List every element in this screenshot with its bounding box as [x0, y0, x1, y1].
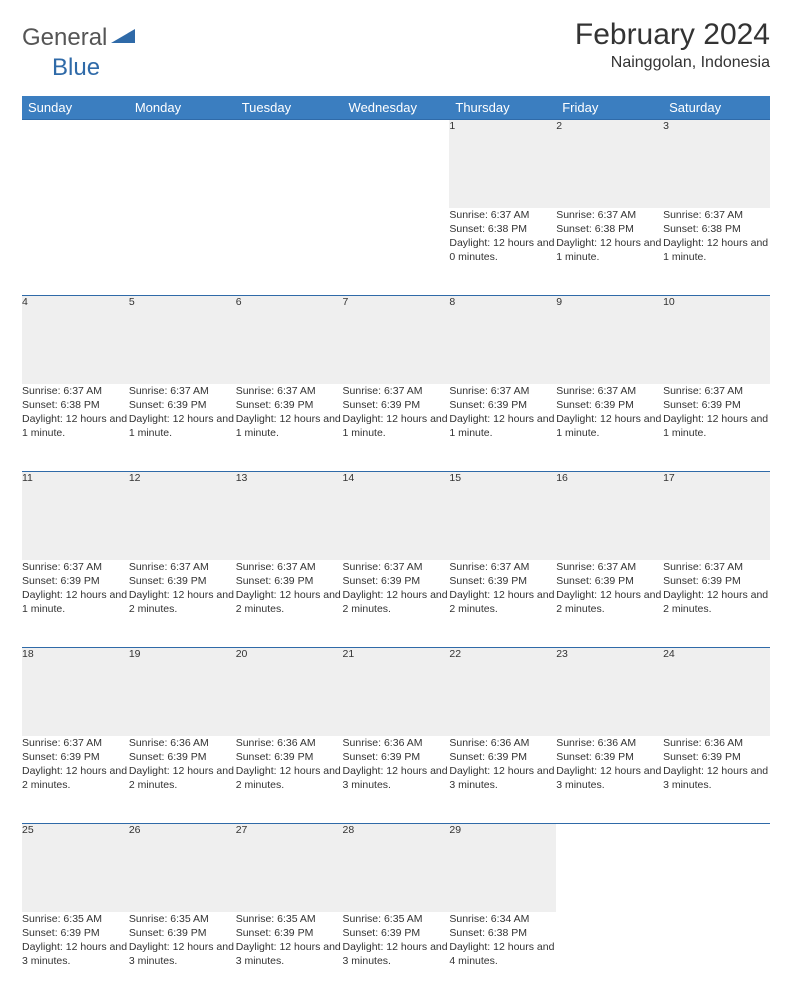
day-number-cell: 2: [556, 120, 663, 208]
day-number-cell: 3: [663, 120, 770, 208]
day-number-cell: 19: [129, 648, 236, 736]
day-detail-cell: Sunrise: 6:34 AMSunset: 6:38 PMDaylight:…: [449, 912, 556, 1000]
day-detail-cell: Sunrise: 6:35 AMSunset: 6:39 PMDaylight:…: [343, 912, 450, 1000]
day-number-cell: 9: [556, 296, 663, 384]
day-number-cell: 5: [129, 296, 236, 384]
day-number-cell: 23: [556, 648, 663, 736]
title-block: February 2024 Nainggolan, Indonesia: [575, 18, 770, 72]
calendar-table: SundayMondayTuesdayWednesdayThursdayFrid…: [22, 96, 770, 1000]
day-number-cell: 21: [343, 648, 450, 736]
day-detail-cell: Sunrise: 6:37 AMSunset: 6:39 PMDaylight:…: [449, 384, 556, 472]
day-number-cell: 22: [449, 648, 556, 736]
table-row: 123: [22, 120, 770, 208]
day-detail-cell: Sunrise: 6:37 AMSunset: 6:39 PMDaylight:…: [236, 560, 343, 648]
day-number-cell: 29: [449, 824, 556, 912]
day-detail-cell: Sunrise: 6:35 AMSunset: 6:39 PMDaylight:…: [22, 912, 129, 1000]
day-number-cell: 4: [22, 296, 129, 384]
day-number-cell: 13: [236, 472, 343, 560]
day-detail-cell: Sunrise: 6:37 AMSunset: 6:38 PMDaylight:…: [556, 208, 663, 296]
table-row: 11121314151617: [22, 472, 770, 560]
day-detail-cell: Sunrise: 6:37 AMSunset: 6:39 PMDaylight:…: [663, 384, 770, 472]
day-number-cell: 6: [236, 296, 343, 384]
day-number-cell: 28: [343, 824, 450, 912]
day-detail-cell: Sunrise: 6:37 AMSunset: 6:39 PMDaylight:…: [22, 560, 129, 648]
day-detail-cell: Sunrise: 6:37 AMSunset: 6:38 PMDaylight:…: [449, 208, 556, 296]
day-header: Tuesday: [236, 96, 343, 120]
day-number-cell: 7: [343, 296, 450, 384]
day-number-cell: [663, 824, 770, 912]
day-detail-cell: [343, 208, 450, 296]
day-detail-cell: Sunrise: 6:37 AMSunset: 6:39 PMDaylight:…: [129, 384, 236, 472]
day-header: Monday: [129, 96, 236, 120]
day-number-cell: 14: [343, 472, 450, 560]
day-header: Wednesday: [343, 96, 450, 120]
day-detail-cell: Sunrise: 6:37 AMSunset: 6:39 PMDaylight:…: [663, 560, 770, 648]
day-number-cell: 17: [663, 472, 770, 560]
day-number-cell: 16: [556, 472, 663, 560]
day-number-cell: 24: [663, 648, 770, 736]
day-number-cell: [343, 120, 450, 208]
day-header: Thursday: [449, 96, 556, 120]
logo-text-blue: Blue: [52, 54, 100, 81]
logo-text-general: General: [22, 24, 107, 52]
day-detail-cell: Sunrise: 6:37 AMSunset: 6:38 PMDaylight:…: [22, 384, 129, 472]
day-number-cell: [22, 120, 129, 208]
day-detail-cell: Sunrise: 6:36 AMSunset: 6:39 PMDaylight:…: [663, 736, 770, 824]
table-row: Sunrise: 6:37 AMSunset: 6:39 PMDaylight:…: [22, 736, 770, 824]
day-detail-cell: Sunrise: 6:37 AMSunset: 6:39 PMDaylight:…: [22, 736, 129, 824]
logo-triangle-icon: [111, 27, 137, 50]
day-header: Sunday: [22, 96, 129, 120]
day-number-cell: [129, 120, 236, 208]
day-number-cell: 20: [236, 648, 343, 736]
day-number-cell: [556, 824, 663, 912]
day-detail-cell: Sunrise: 6:37 AMSunset: 6:39 PMDaylight:…: [556, 560, 663, 648]
table-row: 18192021222324: [22, 648, 770, 736]
day-number-cell: 26: [129, 824, 236, 912]
day-detail-cell: Sunrise: 6:37 AMSunset: 6:39 PMDaylight:…: [449, 560, 556, 648]
day-detail-cell: Sunrise: 6:36 AMSunset: 6:39 PMDaylight:…: [343, 736, 450, 824]
day-detail-cell: Sunrise: 6:37 AMSunset: 6:39 PMDaylight:…: [343, 560, 450, 648]
day-number-cell: 15: [449, 472, 556, 560]
table-row: 45678910: [22, 296, 770, 384]
calendar-header-row: SundayMondayTuesdayWednesdayThursdayFrid…: [22, 96, 770, 120]
day-number-cell: 11: [22, 472, 129, 560]
day-number-cell: [236, 120, 343, 208]
day-detail-cell: Sunrise: 6:37 AMSunset: 6:39 PMDaylight:…: [556, 384, 663, 472]
day-number-cell: 10: [663, 296, 770, 384]
day-header: Friday: [556, 96, 663, 120]
day-detail-cell: [663, 912, 770, 1000]
table-row: Sunrise: 6:35 AMSunset: 6:39 PMDaylight:…: [22, 912, 770, 1000]
day-number-cell: 18: [22, 648, 129, 736]
day-number-cell: 25: [22, 824, 129, 912]
table-row: Sunrise: 6:37 AMSunset: 6:39 PMDaylight:…: [22, 560, 770, 648]
location: Nainggolan, Indonesia: [575, 54, 770, 72]
day-detail-cell: Sunrise: 6:37 AMSunset: 6:39 PMDaylight:…: [236, 384, 343, 472]
day-number-cell: 8: [449, 296, 556, 384]
day-detail-cell: Sunrise: 6:35 AMSunset: 6:39 PMDaylight:…: [129, 912, 236, 1000]
day-detail-cell: Sunrise: 6:36 AMSunset: 6:39 PMDaylight:…: [236, 736, 343, 824]
table-row: 2526272829: [22, 824, 770, 912]
calendar-body: 123Sunrise: 6:37 AMSunset: 6:38 PMDaylig…: [22, 120, 770, 1000]
logo: General: [22, 18, 139, 52]
day-detail-cell: Sunrise: 6:36 AMSunset: 6:39 PMDaylight:…: [129, 736, 236, 824]
day-number-cell: 1: [449, 120, 556, 208]
day-detail-cell: [129, 208, 236, 296]
table-row: Sunrise: 6:37 AMSunset: 6:38 PMDaylight:…: [22, 384, 770, 472]
day-header: Saturday: [663, 96, 770, 120]
day-detail-cell: [556, 912, 663, 1000]
day-detail-cell: [236, 208, 343, 296]
day-number-cell: 12: [129, 472, 236, 560]
day-number-cell: 27: [236, 824, 343, 912]
day-detail-cell: Sunrise: 6:37 AMSunset: 6:39 PMDaylight:…: [343, 384, 450, 472]
month-title: February 2024: [575, 18, 770, 52]
day-detail-cell: [22, 208, 129, 296]
day-detail-cell: Sunrise: 6:37 AMSunset: 6:38 PMDaylight:…: [663, 208, 770, 296]
day-detail-cell: Sunrise: 6:37 AMSunset: 6:39 PMDaylight:…: [129, 560, 236, 648]
day-detail-cell: Sunrise: 6:35 AMSunset: 6:39 PMDaylight:…: [236, 912, 343, 1000]
day-detail-cell: Sunrise: 6:36 AMSunset: 6:39 PMDaylight:…: [556, 736, 663, 824]
day-detail-cell: Sunrise: 6:36 AMSunset: 6:39 PMDaylight:…: [449, 736, 556, 824]
table-row: Sunrise: 6:37 AMSunset: 6:38 PMDaylight:…: [22, 208, 770, 296]
